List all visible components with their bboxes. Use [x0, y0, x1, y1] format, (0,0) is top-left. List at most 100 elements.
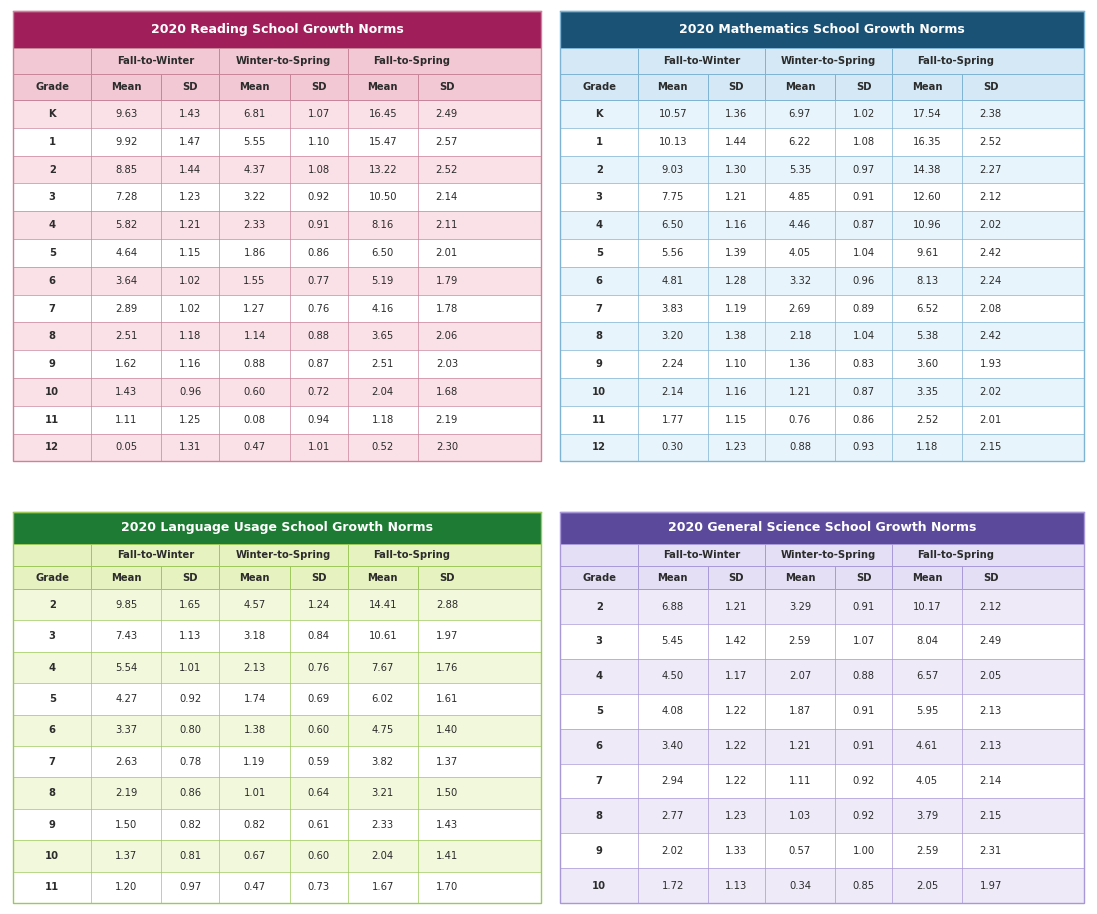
Text: 3.20: 3.20 [661, 331, 683, 341]
Text: 11: 11 [45, 882, 59, 892]
Text: 2.52: 2.52 [980, 137, 1002, 147]
Text: 10.13: 10.13 [658, 137, 687, 147]
Bar [13, 101, 541, 128]
Text: 10: 10 [592, 880, 607, 890]
Text: 5: 5 [48, 248, 56, 258]
Text: 5: 5 [48, 694, 56, 704]
Text: 0.91: 0.91 [852, 601, 874, 611]
Text: 1.65: 1.65 [179, 600, 202, 610]
Text: 2.19: 2.19 [436, 415, 459, 425]
Bar [13, 512, 541, 544]
Text: 1.01: 1.01 [179, 663, 202, 673]
Text: 0.60: 0.60 [307, 726, 330, 736]
Text: SD: SD [983, 82, 998, 92]
Text: 1.17: 1.17 [725, 671, 747, 681]
Bar [561, 378, 1084, 406]
Text: 1.21: 1.21 [725, 192, 747, 202]
Bar [13, 323, 541, 350]
Text: 4.37: 4.37 [244, 165, 265, 175]
Text: 0.67: 0.67 [244, 851, 265, 861]
Text: 0.76: 0.76 [789, 415, 811, 425]
Text: 2.49: 2.49 [980, 636, 1002, 646]
Text: 2.59: 2.59 [789, 636, 811, 646]
Bar [561, 567, 1084, 590]
Text: 1.19: 1.19 [725, 303, 747, 314]
Text: 10.57: 10.57 [658, 109, 687, 119]
Text: 2.05: 2.05 [916, 880, 938, 890]
Text: 0.85: 0.85 [852, 880, 874, 890]
Text: SD: SD [310, 573, 327, 583]
Text: 1.38: 1.38 [244, 726, 265, 736]
Text: 0.92: 0.92 [852, 776, 874, 786]
Text: 2: 2 [596, 601, 602, 611]
Text: 9: 9 [596, 845, 602, 856]
Text: 0.91: 0.91 [852, 707, 874, 717]
Text: 5.55: 5.55 [244, 137, 265, 147]
Text: 2.12: 2.12 [980, 601, 1002, 611]
Text: 14.38: 14.38 [913, 165, 941, 175]
Text: 0.78: 0.78 [180, 757, 202, 767]
Text: 4.64: 4.64 [115, 248, 137, 258]
Bar [13, 211, 541, 239]
Text: 2.94: 2.94 [661, 776, 683, 786]
Text: 1.16: 1.16 [725, 387, 747, 397]
Text: 0.81: 0.81 [180, 851, 202, 861]
Text: 1.02: 1.02 [179, 303, 202, 314]
Text: 2020 Mathematics School Growth Norms: 2020 Mathematics School Growth Norms [679, 23, 965, 36]
Text: 1.08: 1.08 [852, 137, 874, 147]
Text: 2.30: 2.30 [436, 442, 457, 452]
Text: 4.46: 4.46 [789, 220, 811, 230]
Text: Mean: Mean [657, 573, 688, 583]
Text: 3.79: 3.79 [916, 811, 938, 821]
Text: 9: 9 [596, 359, 602, 369]
Text: 1.01: 1.01 [307, 442, 330, 452]
Text: 3.64: 3.64 [115, 276, 137, 286]
Text: 1.11: 1.11 [789, 776, 811, 786]
Text: 1.50: 1.50 [436, 788, 457, 798]
Text: 2.24: 2.24 [980, 276, 1002, 286]
Text: 7: 7 [48, 757, 56, 767]
Text: 4.08: 4.08 [661, 707, 683, 717]
Text: 0.93: 0.93 [852, 442, 874, 452]
Bar [561, 239, 1084, 267]
Bar [13, 590, 541, 621]
Text: 0.05: 0.05 [115, 442, 137, 452]
Text: 0.91: 0.91 [307, 220, 330, 230]
Text: 5.82: 5.82 [115, 220, 137, 230]
Bar [13, 378, 541, 406]
Text: 3: 3 [596, 192, 602, 202]
Text: 9: 9 [48, 820, 56, 830]
Text: 1.10: 1.10 [307, 137, 330, 147]
Text: 1.39: 1.39 [725, 248, 747, 258]
Text: 6.02: 6.02 [372, 694, 394, 704]
Text: 2.12: 2.12 [980, 192, 1002, 202]
Text: 6: 6 [48, 276, 56, 286]
Text: 5: 5 [596, 707, 602, 717]
Bar [13, 544, 541, 567]
Text: 6.52: 6.52 [916, 303, 938, 314]
Text: 0.64: 0.64 [307, 788, 330, 798]
Bar [13, 567, 541, 590]
Text: 3.21: 3.21 [372, 788, 394, 798]
Text: Mean: Mean [657, 82, 688, 92]
Text: 2.33: 2.33 [244, 220, 265, 230]
Bar [13, 155, 541, 184]
Text: 15.47: 15.47 [369, 137, 397, 147]
Text: 1.21: 1.21 [789, 387, 811, 397]
Text: 0.69: 0.69 [307, 694, 330, 704]
Text: 3.37: 3.37 [115, 726, 137, 736]
Text: Grade: Grade [583, 573, 617, 583]
Text: 2.88: 2.88 [436, 600, 457, 610]
Text: 3.18: 3.18 [244, 632, 265, 642]
Text: 2.63: 2.63 [115, 757, 137, 767]
Text: Mean: Mean [367, 82, 398, 92]
Text: 1.44: 1.44 [725, 137, 747, 147]
Text: 10: 10 [592, 387, 607, 397]
Text: SD: SD [183, 82, 199, 92]
Text: 2.42: 2.42 [980, 331, 1002, 341]
Bar [561, 433, 1084, 462]
Text: Mean: Mean [912, 82, 942, 92]
Text: 1.04: 1.04 [852, 331, 874, 341]
Bar [13, 294, 541, 323]
Text: 2.02: 2.02 [661, 845, 683, 856]
